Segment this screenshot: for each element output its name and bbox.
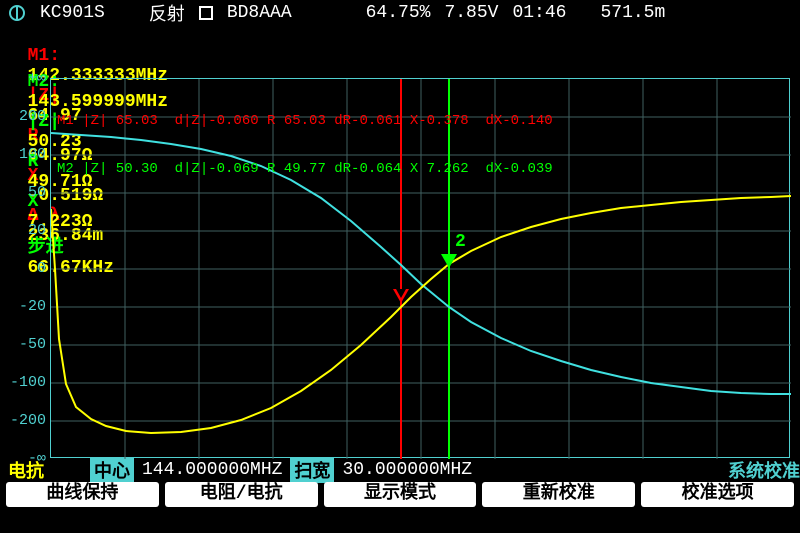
center-freq: 144.000000MHZ bbox=[142, 460, 282, 480]
device-icon bbox=[8, 4, 26, 22]
y-axis-labels: +∞20010050200-20-50-100-200-∞ bbox=[0, 78, 48, 458]
y-tick-label: -∞ bbox=[28, 450, 46, 467]
softkey-button[interactable]: 曲线保持 bbox=[6, 482, 159, 507]
span-label[interactable]: 扫宽 bbox=[290, 457, 334, 483]
m1-label: M1: bbox=[28, 46, 60, 66]
y-tick-label: 200 bbox=[19, 108, 46, 125]
distance: 571.5m bbox=[600, 3, 665, 23]
chart-readout: M1 |Z| 65.03 d|Z|-0.060 R 65.03 dR-0.061… bbox=[57, 81, 553, 209]
span-freq: 30.000000MHZ bbox=[342, 460, 472, 480]
record-icon bbox=[199, 6, 213, 20]
cal-status: 系统校准 bbox=[728, 457, 800, 483]
softkey-button[interactable]: 重新校准 bbox=[482, 482, 635, 507]
y-tick-label: -50 bbox=[19, 336, 46, 353]
mode-label: 反射 bbox=[149, 0, 185, 26]
chart-readout-m2: M2 |Z| 50.30 d|Z|-0.069 R 49.77 dR-0.064… bbox=[57, 161, 553, 177]
marker2-number: 2 bbox=[455, 232, 466, 252]
y-tick-label: -20 bbox=[19, 298, 46, 315]
y-tick-label: +∞ bbox=[28, 70, 46, 87]
clock: 01:46 bbox=[512, 3, 566, 23]
softkey-button[interactable]: 电阻/电抗 bbox=[165, 482, 318, 507]
marker2-triangle-icon bbox=[441, 254, 457, 268]
callsign: BD8AAA bbox=[227, 3, 292, 23]
percent: 64.75% bbox=[366, 3, 431, 23]
y-tick-label: 100 bbox=[19, 146, 46, 163]
y-tick-label: 20 bbox=[28, 222, 46, 239]
softkey-button[interactable]: 校准选项 bbox=[641, 482, 794, 507]
y-tick-label: -100 bbox=[10, 374, 46, 391]
softkey-bar: 曲线保持电阻/电抗显示模式重新校准校准选项 bbox=[0, 482, 800, 507]
softkey-button[interactable]: 显示模式 bbox=[324, 482, 477, 507]
y-tick-label: 50 bbox=[28, 184, 46, 201]
chart-readout-m1: M1 |Z| 65.03 d|Z|-0.060 R 65.03 dR-0.061… bbox=[57, 113, 553, 129]
marker1-row: M1: 142.333333MHz |Z| 64.97 R 64.97Ω X -… bbox=[0, 26, 800, 52]
voltage: 7.85V bbox=[444, 3, 498, 23]
footer-info: 电抗 中心 144.000000MHZ 扫宽 30.000000MHZ 系统校准 bbox=[0, 458, 800, 482]
status-bar: KC901S 反射 BD8AAA 64.75% 7.85V 01:46 571.… bbox=[0, 0, 800, 26]
device-name: KC901S bbox=[40, 3, 105, 23]
chart-area[interactable]: M1 |Z| 65.03 d|Z|-0.060 R 65.03 dR-0.061… bbox=[50, 78, 790, 458]
y-tick-label: -200 bbox=[10, 412, 46, 429]
center-label[interactable]: 中心 bbox=[90, 457, 134, 483]
y-tick-label: 0 bbox=[37, 260, 46, 277]
